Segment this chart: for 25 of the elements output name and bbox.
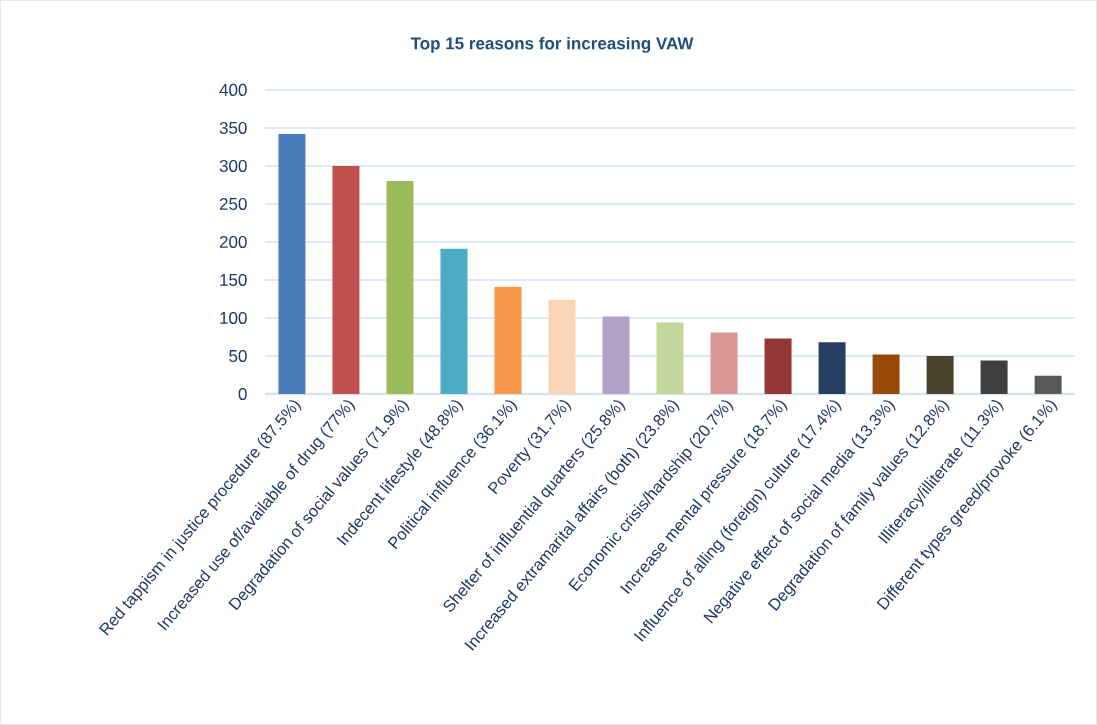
bar	[710, 332, 738, 395]
bar	[926, 356, 954, 395]
y-tick-label: 200	[219, 235, 247, 248]
y-tick-label: 100	[220, 311, 247, 325]
bar	[440, 248, 468, 395]
bar	[764, 338, 792, 395]
bar	[548, 299, 576, 395]
bar	[1034, 375, 1062, 395]
bar	[602, 316, 630, 395]
y-tick-label: 350	[219, 121, 247, 134]
bar	[656, 322, 684, 395]
y-tick-label: 250	[219, 197, 247, 210]
y-tick-label: 300	[219, 159, 247, 172]
bar	[386, 181, 414, 395]
y-tick-label: 50	[229, 349, 247, 363]
bar	[872, 354, 900, 395]
bar	[980, 360, 1008, 395]
bar	[278, 134, 306, 395]
y-tick-label: 400	[219, 83, 247, 96]
bar	[818, 342, 846, 395]
chart-title: Top 15 reasons for increasing VAW	[410, 36, 694, 53]
bar	[494, 286, 522, 395]
bar	[332, 165, 360, 395]
y-tick-label: 150	[220, 273, 247, 287]
y-tick-label: 0	[238, 387, 247, 401]
